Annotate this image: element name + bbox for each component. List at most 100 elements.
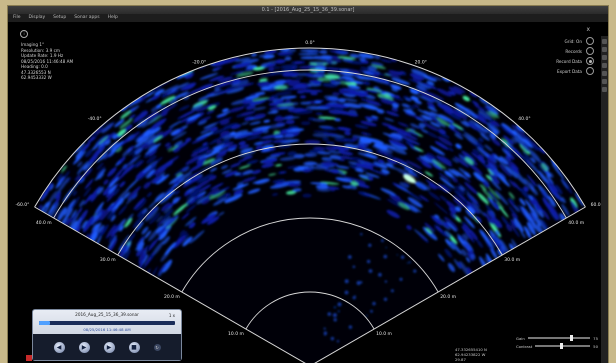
menu-display[interactable]: Display <box>29 14 46 22</box>
echo-blob <box>324 334 326 336</box>
record-icon <box>586 57 594 65</box>
toolbar-tool-icon[interactable] <box>602 87 607 92</box>
playback-control-window: 2016_Aug_25_15_36_39.sonar 1 x 08/25/201… <box>32 309 182 361</box>
right-toolbar <box>601 36 608 363</box>
record-data-label: Record Data <box>556 59 582 64</box>
range-label: 20.0 m <box>164 294 180 300</box>
right-control-panel: Grid: On Records Record Data Export Data <box>528 36 594 76</box>
echo-blob <box>338 302 342 306</box>
echo-blob <box>384 255 388 259</box>
echo-blob <box>338 310 340 312</box>
echo-blob <box>345 279 349 283</box>
grid-toggle[interactable]: Grid: On <box>528 36 594 46</box>
bearing-label: -20.0° <box>192 60 206 66</box>
rewind-icon[interactable]: ◀ <box>54 342 65 353</box>
echo-blob <box>372 302 375 305</box>
bearing-label: -40.0° <box>88 116 102 122</box>
playback-progress-fill <box>39 321 50 325</box>
playback-controls: ◀ ▶ ▶ ■ ↻ <box>33 334 181 360</box>
echo-blob <box>353 266 356 269</box>
info-longitude: 62.9453332 W <box>21 75 73 81</box>
echo-blob <box>399 278 402 281</box>
echo-blob <box>303 162 318 166</box>
info-icon[interactable]: i <box>20 30 28 38</box>
toolbar-tool-icon[interactable] <box>602 79 607 84</box>
toolbar-tool-icon[interactable] <box>602 39 607 44</box>
echo-blob <box>366 315 368 317</box>
echo-blob <box>367 260 370 263</box>
contrast-slider-knob[interactable] <box>560 343 563 349</box>
echo-blob <box>324 328 326 330</box>
echo-blob <box>397 254 398 255</box>
red-flag-icon <box>26 355 32 361</box>
echo-blob <box>333 313 337 317</box>
close-panel-button[interactable]: x <box>586 26 590 33</box>
record-data-button[interactable]: Record Data <box>528 56 594 66</box>
playback-timestamp: 08/25/2016 11:46:48 AM <box>39 327 175 332</box>
menu-file[interactable]: File <box>13 14 21 22</box>
play-icon[interactable]: ▶ <box>79 342 90 353</box>
echo-blob <box>360 281 362 283</box>
forward-icon[interactable]: ▶ <box>104 342 115 353</box>
menu-help[interactable]: Help <box>108 14 118 22</box>
echo-blob <box>328 312 332 316</box>
toolbar-tool-icon[interactable] <box>602 71 607 76</box>
echo-blob <box>386 247 387 248</box>
echo-blob <box>378 273 382 277</box>
contrast-value: 50 <box>593 344 598 349</box>
contrast-row: Contrast 50 <box>516 342 598 350</box>
export-data-label: Export Data <box>557 69 582 74</box>
window-titlebar: 0.1 - [2016_Aug_25_15_36_39.sonar] <box>8 6 608 14</box>
bearing-label: 20.0° <box>415 60 427 66</box>
records-button[interactable]: Records <box>528 46 594 56</box>
contrast-label: Contrast <box>516 344 532 349</box>
echo-blob <box>357 281 361 285</box>
echo-blob <box>409 261 411 263</box>
grid-toggle-label: Grid: On <box>565 39 582 44</box>
gain-label: Gain <box>516 336 525 341</box>
range-label: 30.0 m <box>100 257 116 263</box>
menu-sonar-apps[interactable]: Sonar apps <box>74 14 99 22</box>
gain-slider-knob[interactable] <box>570 335 573 341</box>
range-label: 40.0 m <box>36 220 52 226</box>
echo-blob <box>370 310 373 313</box>
export-data-button[interactable]: Export Data <box>528 66 594 76</box>
playback-speed[interactable]: 1 x <box>169 313 175 318</box>
echo-blob <box>334 306 336 308</box>
bearing-label: 0.0° <box>305 40 314 46</box>
gain-value: 75 <box>593 336 598 341</box>
echo-blob <box>348 255 352 259</box>
echo-blob <box>337 340 339 342</box>
range-label: 20.0 m <box>440 294 456 300</box>
menu-setup[interactable]: Setup <box>53 14 66 22</box>
echo-blob <box>407 262 408 263</box>
gain-contrast-panel: Gain 75 Contrast 50 <box>516 334 598 350</box>
grid-icon <box>586 37 594 45</box>
echo-blob <box>305 73 314 77</box>
echo-blob <box>413 270 416 273</box>
range-label: 40.0 m <box>568 220 584 226</box>
echo-blob <box>381 239 384 242</box>
toolbar-tool-icon[interactable] <box>602 55 607 60</box>
toolbar-tool-icon[interactable] <box>602 47 607 52</box>
echo-blob <box>368 244 371 247</box>
window-title: 0.1 - [2016_Aug_25_15_36_39.sonar] <box>262 7 355 13</box>
contrast-slider[interactable] <box>535 345 590 347</box>
range-label: 10.0 m <box>376 331 392 337</box>
echo-blob <box>401 256 404 259</box>
echo-blob <box>360 233 362 235</box>
gain-row: Gain 75 <box>516 334 598 342</box>
echo-blob <box>369 269 373 273</box>
range-label: 10.0 m <box>228 331 244 337</box>
records-icon <box>586 47 594 55</box>
gain-slider[interactable] <box>528 337 590 339</box>
records-label: Records <box>565 49 582 54</box>
echo-blob <box>354 295 356 297</box>
loop-icon[interactable]: ↻ <box>154 344 161 351</box>
echo-blob <box>334 318 337 321</box>
menu-bar: File Display Setup Sonar apps Help <box>8 14 608 22</box>
toolbar-tool-icon[interactable] <box>602 63 607 68</box>
stop-icon[interactable]: ■ <box>129 342 140 353</box>
echo-blob <box>345 291 349 295</box>
playback-progress-bar[interactable] <box>39 321 175 325</box>
